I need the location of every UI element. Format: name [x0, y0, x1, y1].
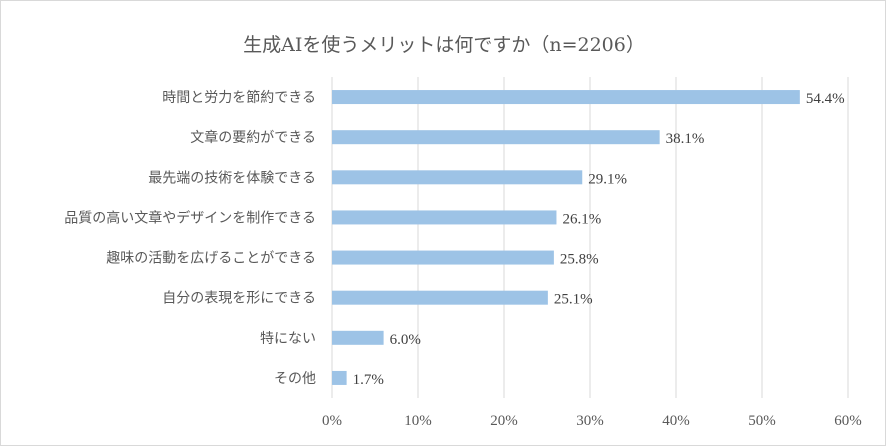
- data-label: 6.0%: [390, 332, 421, 348]
- category-label: 最先端の技術を体験できる: [148, 170, 316, 186]
- category-label: 品質の高い文章やデザインを制作できる: [64, 209, 316, 226]
- x-axis-ticks: 0% 10% 20% 30% 40% 50% 60%: [322, 413, 862, 429]
- gridlines: [331, 77, 849, 398]
- bar: [332, 330, 384, 345]
- category-labels: 時間と労力を節約できる文章の要約ができる最先端の技術を体験できる品質の高い文章や…: [64, 89, 316, 387]
- x-tick-label: 40%: [662, 413, 690, 429]
- bar: [332, 210, 557, 225]
- category-label: 趣味の活動を広げることができる: [106, 251, 316, 267]
- data-label: 38.1%: [666, 131, 705, 147]
- category-label: 時間と労力を節約できる: [162, 89, 316, 106]
- data-labels: 54.4% 38.1% 29.1% 26.1% 25.8% 25.1% 6.0% 1.7%: [353, 91, 845, 388]
- bar: [332, 290, 548, 305]
- bar: [332, 90, 800, 105]
- x-tick-label: 0%: [322, 413, 342, 429]
- category-label: 特にない: [260, 331, 316, 347]
- category-label: その他: [274, 371, 316, 387]
- category-label: 文章の要約ができる: [190, 129, 316, 146]
- x-tick-label: 50%: [748, 413, 776, 429]
- bar: [332, 250, 554, 265]
- chart-title: 生成AIを使うメリットは何ですか（n=2206）: [243, 34, 645, 56]
- x-tick-label: 20%: [490, 413, 518, 429]
- data-label: 1.7%: [353, 372, 384, 388]
- bar: [332, 170, 583, 185]
- bar: [332, 370, 347, 385]
- category-label: 自分の表現を形にできる: [162, 291, 316, 307]
- x-tick-label: 30%: [576, 413, 604, 429]
- x-tick-label: 10%: [404, 413, 432, 429]
- bar: [332, 130, 660, 145]
- data-label: 29.1%: [588, 171, 627, 187]
- data-label: 25.8%: [560, 252, 599, 268]
- x-tick-label: 60%: [834, 413, 862, 429]
- bars: [332, 90, 800, 385]
- data-label: 25.1%: [554, 292, 593, 308]
- data-label: 26.1%: [562, 211, 601, 227]
- data-label: 54.4%: [806, 91, 845, 107]
